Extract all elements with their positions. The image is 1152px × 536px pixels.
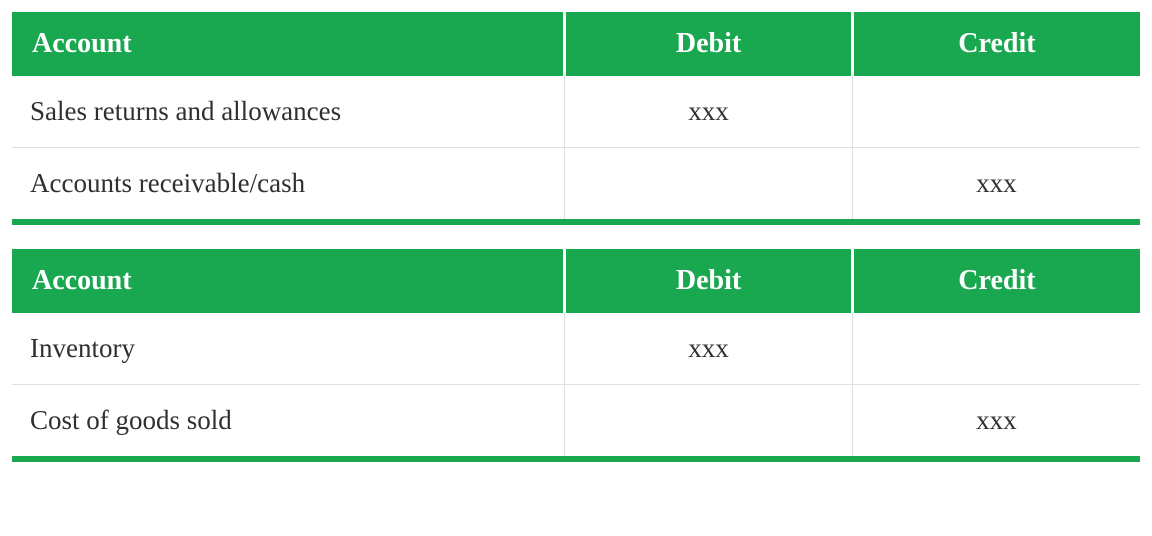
journal-entry-table-2: Account Debit Credit Inventory xxx Cost …: [12, 249, 1140, 456]
table-header-row: Account Debit Credit: [12, 249, 1140, 313]
table-wrapper-2: Account Debit Credit Inventory xxx Cost …: [12, 249, 1140, 462]
cell-credit: xxx: [852, 385, 1140, 457]
column-header-credit: Credit: [852, 249, 1140, 313]
column-header-account: Account: [12, 249, 565, 313]
cell-debit: xxx: [565, 76, 853, 148]
journal-entry-table-1: Account Debit Credit Sales returns and a…: [12, 12, 1140, 219]
cell-debit: [565, 148, 853, 220]
table-wrapper-1: Account Debit Credit Sales returns and a…: [12, 12, 1140, 225]
table-row: Accounts receivable/cash xxx: [12, 148, 1140, 220]
table-bottom-border: [12, 456, 1140, 462]
cell-debit: [565, 385, 853, 457]
table-bottom-border: [12, 219, 1140, 225]
column-header-debit: Debit: [565, 12, 853, 76]
table-row: Inventory xxx: [12, 313, 1140, 385]
cell-credit: [852, 76, 1140, 148]
cell-account: Inventory: [12, 313, 565, 385]
column-header-credit: Credit: [852, 12, 1140, 76]
cell-credit: xxx: [852, 148, 1140, 220]
cell-credit: [852, 313, 1140, 385]
column-header-debit: Debit: [565, 249, 853, 313]
tables-container: Account Debit Credit Sales returns and a…: [12, 12, 1140, 462]
cell-account: Accounts receivable/cash: [12, 148, 565, 220]
table-row: Cost of goods sold xxx: [12, 385, 1140, 457]
cell-debit: xxx: [565, 313, 853, 385]
cell-account: Sales returns and allowances: [12, 76, 565, 148]
cell-account: Cost of goods sold: [12, 385, 565, 457]
table-header-row: Account Debit Credit: [12, 12, 1140, 76]
table-row: Sales returns and allowances xxx: [12, 76, 1140, 148]
column-header-account: Account: [12, 12, 565, 76]
